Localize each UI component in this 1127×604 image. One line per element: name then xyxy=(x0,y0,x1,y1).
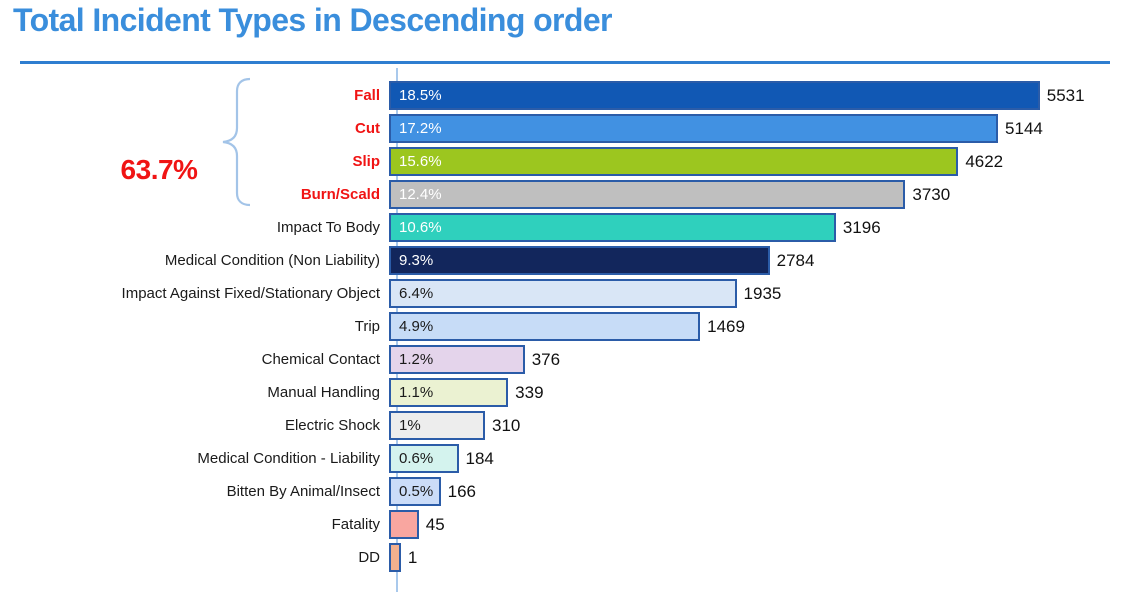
bar: 10.6% xyxy=(389,213,836,242)
category-label: DD xyxy=(358,548,380,566)
bar: 0.5% xyxy=(389,477,441,506)
bar-value-label: 310 xyxy=(491,415,521,435)
bar-percent-label: 1.2% xyxy=(399,351,434,368)
bar-track: 9.3% 2784 xyxy=(389,246,1051,275)
bar-row: Impact To Body 10.6% 3196 xyxy=(0,211,1127,244)
bar: 6.4% xyxy=(389,279,737,308)
bar-percent-label: 1% xyxy=(399,417,421,434)
group-brace-icon xyxy=(222,77,251,207)
bar: 9.3% xyxy=(389,246,770,275)
bar-value-label: 5144 xyxy=(1005,118,1043,138)
bar-row: Medical Condition - Liability 0.6% 184 xyxy=(0,442,1127,475)
bar-row: Manual Handling 1.1% 339 xyxy=(0,376,1127,409)
bar-track: 1.1% 339 xyxy=(389,378,1051,407)
bar-percent-label: 12.4% xyxy=(399,186,442,203)
bar-row: Medical Condition (Non Liability) 9.3% 278… xyxy=(0,244,1127,277)
bar-value-label: 4622 xyxy=(965,151,1004,171)
bar-percent-label: 15.6% xyxy=(399,153,442,170)
bar-percent-label: 4.9% xyxy=(399,318,434,335)
bar: 18.5% xyxy=(389,81,1040,110)
bar-row: Cut 17.2% 5144 xyxy=(0,112,1127,145)
bar-track: 17.2% 5144 xyxy=(389,114,1051,143)
bar: 4.9% xyxy=(389,312,701,341)
bar-value-label: 45 xyxy=(425,514,445,534)
bar-track: 18.5% 5531 xyxy=(389,81,1085,110)
brace-path xyxy=(222,77,251,207)
bar: 1% xyxy=(389,411,485,440)
bar-track: 10.6% 3196 xyxy=(389,213,1051,242)
bar-track: 4.9% 1469 xyxy=(389,312,1051,341)
category-label: Medical Condition - Liability xyxy=(197,449,380,467)
category-label: Chemical Contact xyxy=(261,350,380,368)
bar-value-label: 5531 xyxy=(1046,85,1085,105)
bar-value-label: 1935 xyxy=(743,283,782,303)
bar-track: 0.5% 166 xyxy=(389,477,1051,506)
bar-percent-label: 6.4% xyxy=(399,285,434,302)
category-label: Fatality xyxy=(331,515,380,533)
bar-value-label: 2784 xyxy=(776,250,815,270)
bar: 17.2% xyxy=(389,114,999,143)
title-underline xyxy=(20,61,1110,64)
bar-row: Burn/Scald 12.4% 3730 xyxy=(0,178,1127,211)
bar-value-label: 1 xyxy=(407,547,418,567)
group-percent-label: 63.7% xyxy=(120,154,198,185)
bar xyxy=(389,543,401,572)
bar-percent-label: 1.1% xyxy=(399,384,434,401)
category-label: Impact Against Fixed/Stationary Object xyxy=(121,284,380,302)
chart-title: Total Incident Types in Descending order xyxy=(13,2,613,38)
bar-track: 45 xyxy=(389,510,1051,539)
bar-track: 12.4% 3730 xyxy=(389,180,1051,209)
category-label: Bitten By Animal/Insect xyxy=(226,482,380,500)
category-label: Fall xyxy=(354,86,380,104)
bar-row: Slip 15.6% 4622 xyxy=(0,145,1127,178)
bar-value-label: 339 xyxy=(515,382,544,402)
bar-percent-label: 0.5% xyxy=(399,483,434,500)
bar-track: 15.6% 4622 xyxy=(389,147,1051,176)
bar-percent-label: 18.5% xyxy=(399,87,442,104)
bar-row: Bitten By Animal/Insect 0.5% 166 xyxy=(0,475,1127,508)
bar-track: 6.4% 1935 xyxy=(389,279,1051,308)
bar-percent-label: 10.6% xyxy=(399,219,442,236)
category-label: Manual Handling xyxy=(267,383,380,401)
bar: 12.4% xyxy=(389,180,906,209)
bar-row: Electric Shock 1% 310 xyxy=(0,409,1127,442)
bar-percent-label: 17.2% xyxy=(399,120,442,137)
bar-row: Impact Against Fixed/Stationary Object 6.… xyxy=(0,277,1127,310)
bar-row: Fall 18.5% 5531 xyxy=(0,79,1127,112)
bar-track: 1 xyxy=(389,543,1051,572)
bar: 1.1% xyxy=(389,378,509,407)
category-label: Cut xyxy=(355,119,380,137)
bar-value-label: 166 xyxy=(447,481,476,501)
bar-percent-label: 0.6% xyxy=(399,450,434,467)
bar: 1.2% xyxy=(389,345,525,374)
bar-track: 1.2% 376 xyxy=(389,345,1051,374)
category-label: Trip xyxy=(354,317,380,335)
bar: 15.6% xyxy=(389,147,959,176)
category-label: Electric Shock xyxy=(284,416,380,434)
bar-track: 0.6% 184 xyxy=(389,444,1051,473)
bar-row: Chemical Contact 1.2% 376 xyxy=(0,343,1127,376)
bar-value-label: 1469 xyxy=(707,316,745,336)
category-label: Impact To Body xyxy=(276,218,380,236)
category-label: Slip xyxy=(352,152,380,170)
bar-row: DD 1 xyxy=(0,541,1127,574)
bar-percent-label: 9.3% xyxy=(399,252,434,269)
bar-value-label: 3730 xyxy=(912,184,951,204)
bar-value-label: 184 xyxy=(465,448,494,468)
category-label: Burn/Scald xyxy=(300,185,380,203)
category-label: Medical Condition (Non Liability) xyxy=(164,251,380,269)
bar-value-label: 376 xyxy=(531,349,561,369)
bar-rows: Fall 18.5% 5531 Cut 17.2% 5144 Slip 15.6% 4622 Bu… xyxy=(0,79,1127,574)
bar-row: Trip 4.9% 1469 xyxy=(0,310,1127,343)
bar-row: Fatality 45 xyxy=(0,508,1127,541)
bar-value-label: 3196 xyxy=(842,217,881,237)
bar: 0.6% xyxy=(389,444,459,473)
bar-track: 1% 310 xyxy=(389,411,1051,440)
bar xyxy=(389,510,419,539)
